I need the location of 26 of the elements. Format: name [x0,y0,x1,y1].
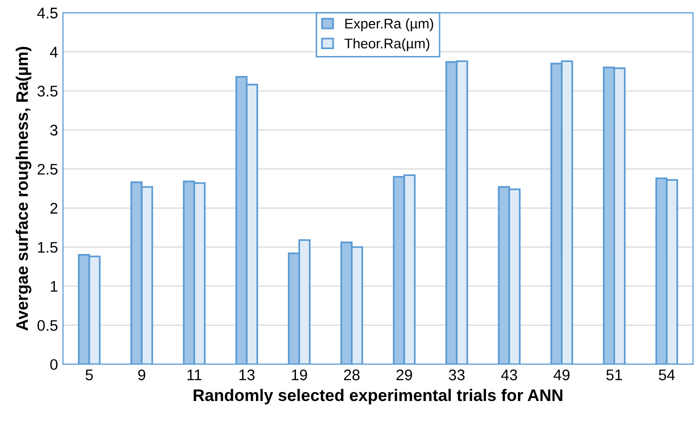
y-tick-label: 1 [50,281,58,292]
x-tick-label: 19 [292,369,308,380]
x-tick-label: 43 [501,369,518,380]
y-tick-label: 4 [50,46,58,58]
x-tick-label: 33 [448,369,465,380]
y-tick-label: 3.5 [37,86,58,97]
x-tick-label: 28 [344,369,360,380]
x-tick-label: 29 [396,369,412,380]
y-tick-label: 0 [50,359,58,370]
y-tick-label: 0.5 [38,320,58,331]
x-tick-label: 13 [239,369,255,380]
x-tick-label: 9 [138,369,146,380]
y-tick-label: 3 [50,124,58,136]
x-tick-label: 49 [554,369,570,380]
y-tick-label: 4.5 [37,8,58,18]
y-tick-label: 2.5 [38,164,58,175]
legend-label: Theor.Ra(µm) [344,38,430,52]
x-tick-label: 51 [606,370,622,380]
y-tick-label: 1.5 [38,242,58,253]
x-axis-title: Randomly selected experimental trials for ANN [194,388,562,404]
x-tick-label: 11 [187,370,202,380]
legend-label: Exper.Ra (µm) [345,18,434,32]
x-tick-label: 5 [86,370,93,380]
x-tick-label: 54 [658,370,675,380]
y-tick-label: 2 [50,202,58,214]
y-axis-title: Avergae surface roughness, Ra(µm) [16,46,32,331]
